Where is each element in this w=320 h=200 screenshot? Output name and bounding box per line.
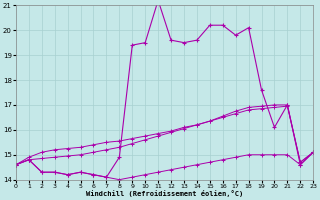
X-axis label: Windchill (Refroidissement éolien,°C): Windchill (Refroidissement éolien,°C) [86, 190, 243, 197]
